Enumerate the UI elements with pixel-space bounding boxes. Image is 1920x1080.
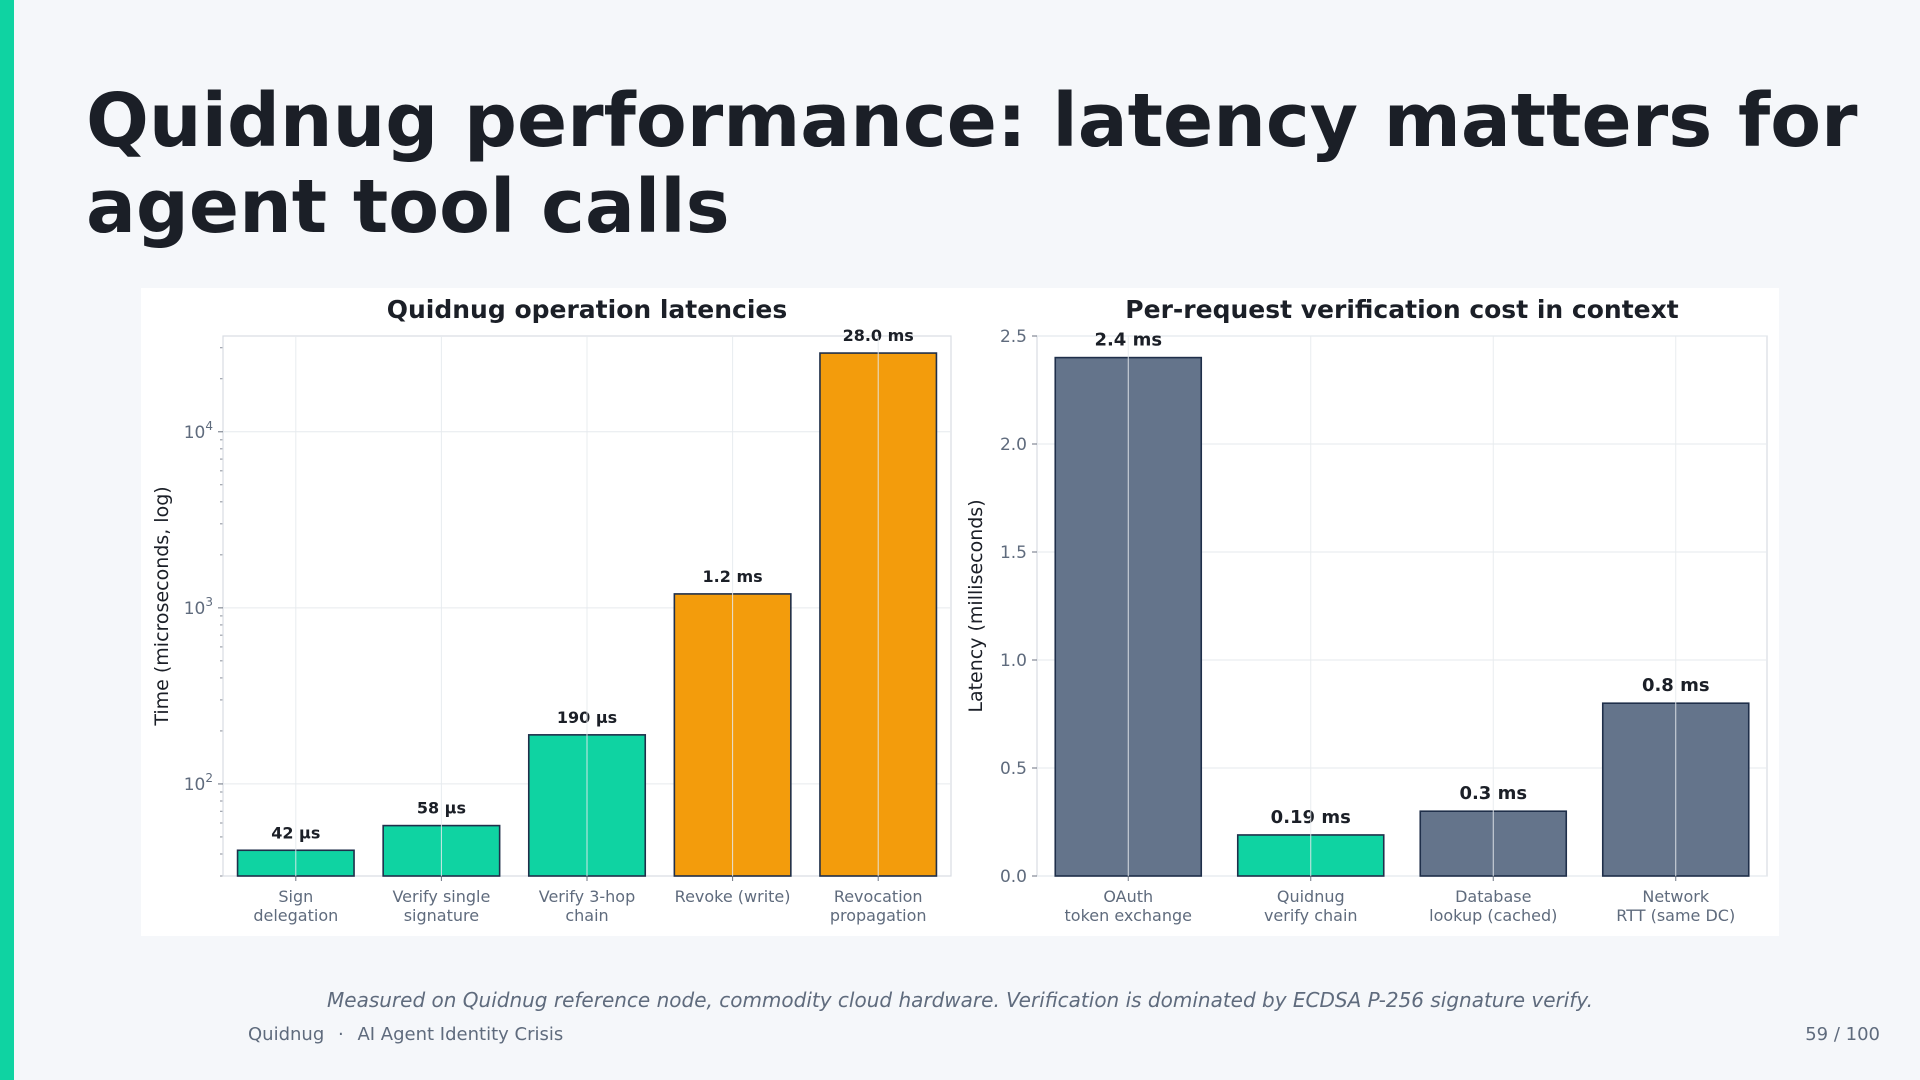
x-tick-label: Revoke (write) [675, 887, 791, 906]
x-tick-label: Verify 3-hop [539, 887, 636, 906]
x-tick-label: Revocation [834, 887, 923, 906]
footer-brand: Quidnug [248, 1024, 325, 1045]
x-tick-label: Network [1642, 887, 1710, 906]
x-tick-label: token exchange [1065, 906, 1192, 925]
chart-panel: 102 103 104 42 µs Sign delegation 58 µs Verify … [141, 288, 1779, 936]
chart-title: Quidnug operation latencies [387, 295, 788, 324]
x-tick-label: propagation [830, 906, 927, 925]
x-tick-label: signature [404, 906, 479, 925]
x-tick-label: Quidnug [1277, 887, 1345, 906]
y-tick-label: 2.5 [1000, 327, 1027, 347]
y-axis-label: Time (microseconds, log) [151, 486, 173, 726]
x-tick-label: verify chain [1264, 906, 1358, 925]
x-tick-label: Database [1455, 887, 1531, 906]
x-tick-label: OAuth [1103, 887, 1153, 906]
y-tick-label: 1.5 [1000, 543, 1027, 563]
bar-value-label: 28.0 ms [843, 326, 914, 345]
footer-deck-title: AI Agent Identity Crisis [357, 1024, 564, 1045]
y-axis-label: Latency (milliseconds) [965, 499, 987, 712]
footer-separator: · [337, 1024, 344, 1045]
accent-bar [0, 0, 14, 1080]
y-tick-label: 1.0 [1000, 651, 1027, 671]
y-tick-label: 0.5 [1000, 759, 1027, 779]
x-tick-label: Sign [278, 887, 313, 906]
y-tick-label: 102 [184, 771, 213, 795]
y-tick-label: 104 [184, 419, 213, 443]
slide-title: Quidnug performance: latency matters for… [86, 78, 1858, 250]
y-tick-label: 2.0 [1000, 435, 1027, 455]
y-tick-label: 0.0 [1000, 867, 1027, 887]
y-tick-label: 103 [184, 595, 213, 619]
page-number: 59 / 100 [1805, 1024, 1880, 1045]
footer-label: Quidnug · AI Agent Identity Crisis [248, 1024, 563, 1045]
x-tick-label: Verify single [392, 887, 490, 906]
x-tick-label: chain [565, 906, 608, 925]
chart-title: Per-request verification cost in context [1125, 295, 1678, 324]
x-tick-label: delegation [253, 906, 338, 925]
figure-caption: Measured on Quidnug reference node, comm… [327, 988, 1593, 1012]
x-tick-label: RTT (same DC) [1616, 906, 1735, 925]
x-tick-label: lookup (cached) [1429, 906, 1557, 925]
